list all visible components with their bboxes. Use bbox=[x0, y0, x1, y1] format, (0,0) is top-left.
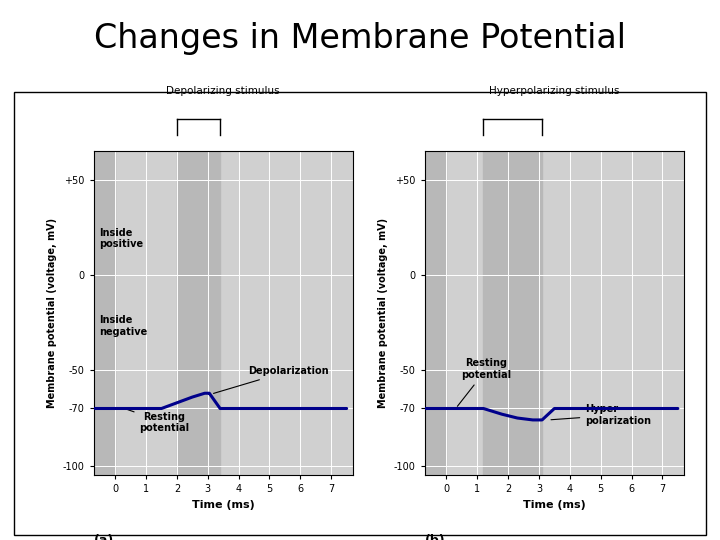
Bar bbox=[94, 151, 115, 475]
Text: Resting
potential: Resting potential bbox=[457, 359, 512, 406]
Text: (b): (b) bbox=[425, 534, 446, 540]
Text: Hyper-
polarization: Hyper- polarization bbox=[551, 404, 652, 426]
X-axis label: Time (ms): Time (ms) bbox=[192, 500, 255, 510]
Bar bbox=[425, 151, 446, 475]
Text: Depolarizing stimulus: Depolarizing stimulus bbox=[166, 86, 280, 96]
Text: Inside
negative: Inside negative bbox=[99, 315, 147, 337]
Text: (a): (a) bbox=[94, 534, 114, 540]
Text: Hyperpolarizing stimulus: Hyperpolarizing stimulus bbox=[489, 86, 620, 96]
Bar bbox=[177, 151, 220, 475]
Bar bbox=[483, 151, 542, 475]
X-axis label: Time (ms): Time (ms) bbox=[523, 500, 586, 510]
Y-axis label: Membrane potential (voltage, mV): Membrane potential (voltage, mV) bbox=[47, 218, 57, 408]
Text: Depolarization: Depolarization bbox=[214, 366, 328, 394]
Text: Changes in Membrane Potential: Changes in Membrane Potential bbox=[94, 22, 626, 55]
Text: Resting
potential: Resting potential bbox=[127, 409, 189, 434]
Y-axis label: Membrane potential (voltage, mV): Membrane potential (voltage, mV) bbox=[378, 218, 388, 408]
Text: Inside
positive: Inside positive bbox=[99, 228, 143, 249]
